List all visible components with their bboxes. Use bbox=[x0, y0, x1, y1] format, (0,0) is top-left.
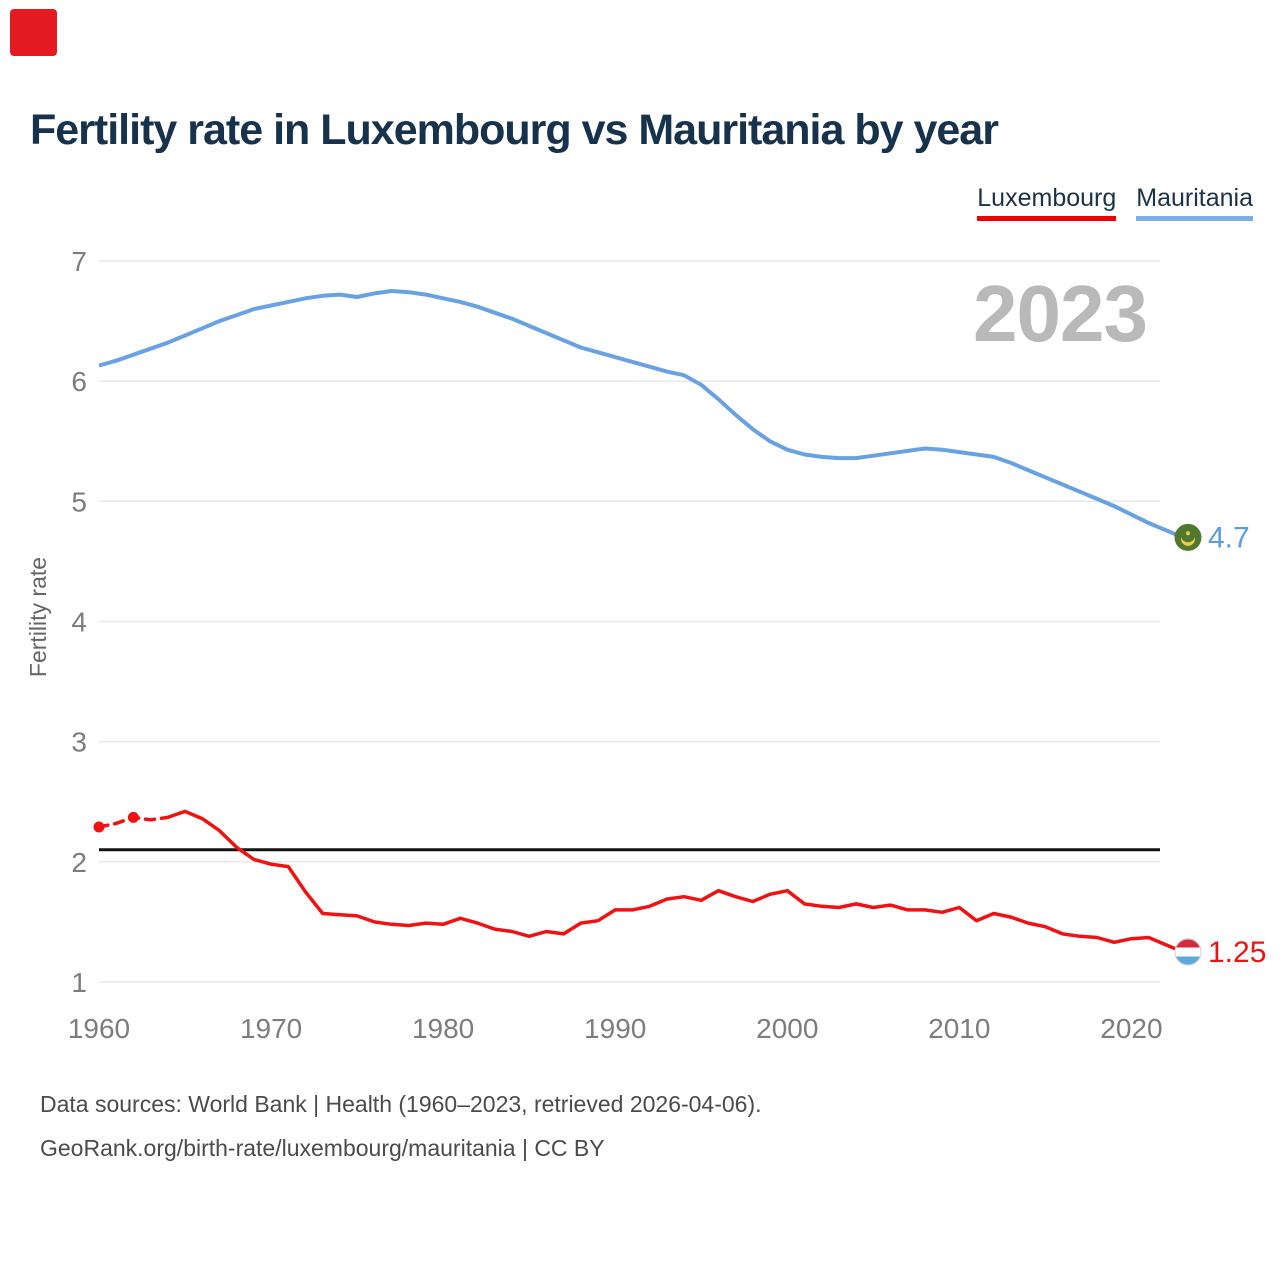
y-tick-label-3: 3 bbox=[71, 727, 87, 758]
record-indicator bbox=[10, 9, 57, 56]
x-tick-label-1960: 1960 bbox=[68, 1013, 130, 1044]
y-tick-label-6: 6 bbox=[71, 366, 87, 397]
y-tick-label-4: 4 bbox=[71, 607, 87, 638]
luxembourg-flag-icon bbox=[1174, 938, 1202, 966]
luxembourg-point-1960 bbox=[93, 821, 105, 833]
luxembourg-value-label: 1.25 bbox=[1208, 936, 1266, 969]
x-tick-label-2010: 2010 bbox=[928, 1013, 990, 1044]
mauritania-flag-icon bbox=[1174, 523, 1202, 551]
legend: Luxembourg Mauritania bbox=[977, 184, 1253, 221]
x-tick-label-1990: 1990 bbox=[584, 1013, 646, 1044]
x-tick-label-1970: 1970 bbox=[240, 1013, 302, 1044]
legend-item-luxembourg[interactable]: Luxembourg bbox=[977, 184, 1117, 221]
page-title: Fertility rate in Luxembourg vs Mauritan… bbox=[30, 106, 999, 154]
y-tick-label-2: 2 bbox=[71, 847, 87, 878]
y-tick-label-1: 1 bbox=[71, 967, 87, 998]
source-line-2: GeoRank.org/birth-rate/luxembourg/maurit… bbox=[40, 1135, 605, 1161]
x-tick-label-1980: 1980 bbox=[412, 1013, 474, 1044]
mauritania-line bbox=[98, 289, 1184, 540]
x-tick-label-2020: 2020 bbox=[1100, 1013, 1162, 1044]
x-tick-label-2000: 2000 bbox=[756, 1013, 818, 1044]
year-watermark: 2023 bbox=[973, 269, 1148, 358]
source-text: Data sources: World Bank | Health (1960–… bbox=[40, 1082, 762, 1170]
y-tick-label-7: 7 bbox=[71, 246, 87, 277]
luxembourg-line bbox=[167, 809, 1184, 954]
y-axis-title: Fertility rate bbox=[25, 557, 51, 677]
source-line-1: Data sources: World Bank | Health (1960–… bbox=[40, 1091, 762, 1117]
fertility-line-chart: 1 2 3 4 5 6 7 1960 1970 1980 1990 2000 2010 2020 Ferti… bbox=[25, 246, 1266, 1044]
gridlines: 1 2 3 4 5 6 7 bbox=[71, 246, 1160, 998]
y-tick-label-5: 5 bbox=[71, 486, 87, 517]
mauritania-value-label: 4.7 bbox=[1208, 521, 1250, 554]
luxembourg-point-1962 bbox=[127, 811, 139, 823]
legend-item-mauritania[interactable]: Mauritania bbox=[1136, 184, 1253, 221]
